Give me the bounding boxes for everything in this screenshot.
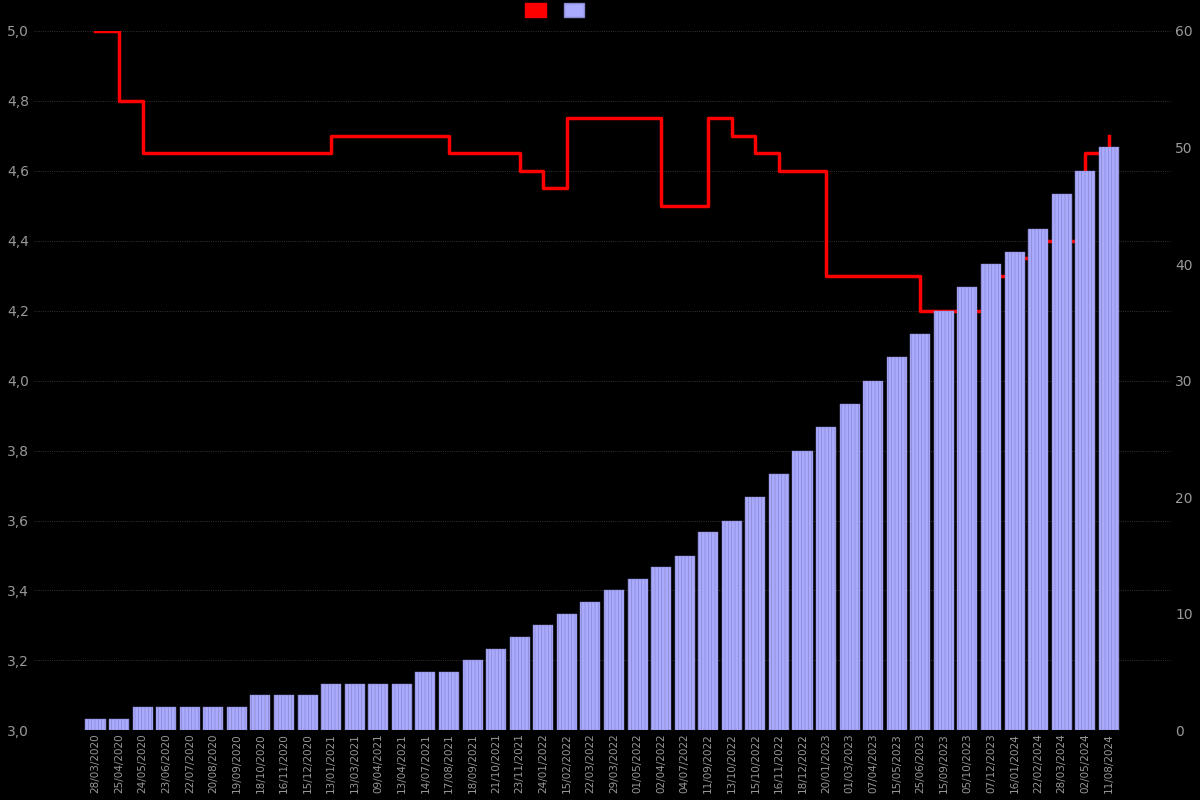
Bar: [557, 614, 577, 730]
Bar: [533, 626, 553, 730]
Bar: [156, 707, 176, 730]
Bar: [322, 684, 341, 730]
Bar: [1075, 170, 1096, 730]
Bar: [745, 498, 766, 730]
Bar: [840, 404, 859, 730]
Bar: [887, 358, 907, 730]
Bar: [510, 637, 529, 730]
Bar: [133, 707, 152, 730]
Bar: [769, 474, 788, 730]
Bar: [274, 695, 294, 730]
Bar: [251, 695, 270, 730]
Bar: [109, 718, 130, 730]
Bar: [911, 334, 930, 730]
Bar: [792, 450, 812, 730]
Bar: [674, 555, 695, 730]
Bar: [462, 661, 482, 730]
Bar: [392, 684, 412, 730]
Bar: [816, 427, 836, 730]
Bar: [486, 649, 506, 730]
Bar: [721, 521, 742, 730]
Bar: [344, 684, 365, 730]
Bar: [958, 287, 978, 730]
Bar: [1051, 194, 1072, 730]
Bar: [982, 264, 1001, 730]
Bar: [863, 381, 883, 730]
Bar: [581, 602, 600, 730]
Bar: [652, 567, 671, 730]
Bar: [415, 672, 436, 730]
Bar: [180, 707, 199, 730]
Bar: [368, 684, 389, 730]
Bar: [1004, 252, 1025, 730]
Bar: [934, 310, 954, 730]
Bar: [439, 672, 460, 730]
Bar: [203, 707, 223, 730]
Bar: [1028, 229, 1048, 730]
Bar: [227, 707, 247, 730]
Bar: [628, 579, 648, 730]
Bar: [298, 695, 318, 730]
Bar: [1099, 147, 1118, 730]
Bar: [85, 718, 106, 730]
Bar: [698, 532, 719, 730]
Legend: , : ,: [524, 2, 589, 18]
Bar: [604, 590, 624, 730]
